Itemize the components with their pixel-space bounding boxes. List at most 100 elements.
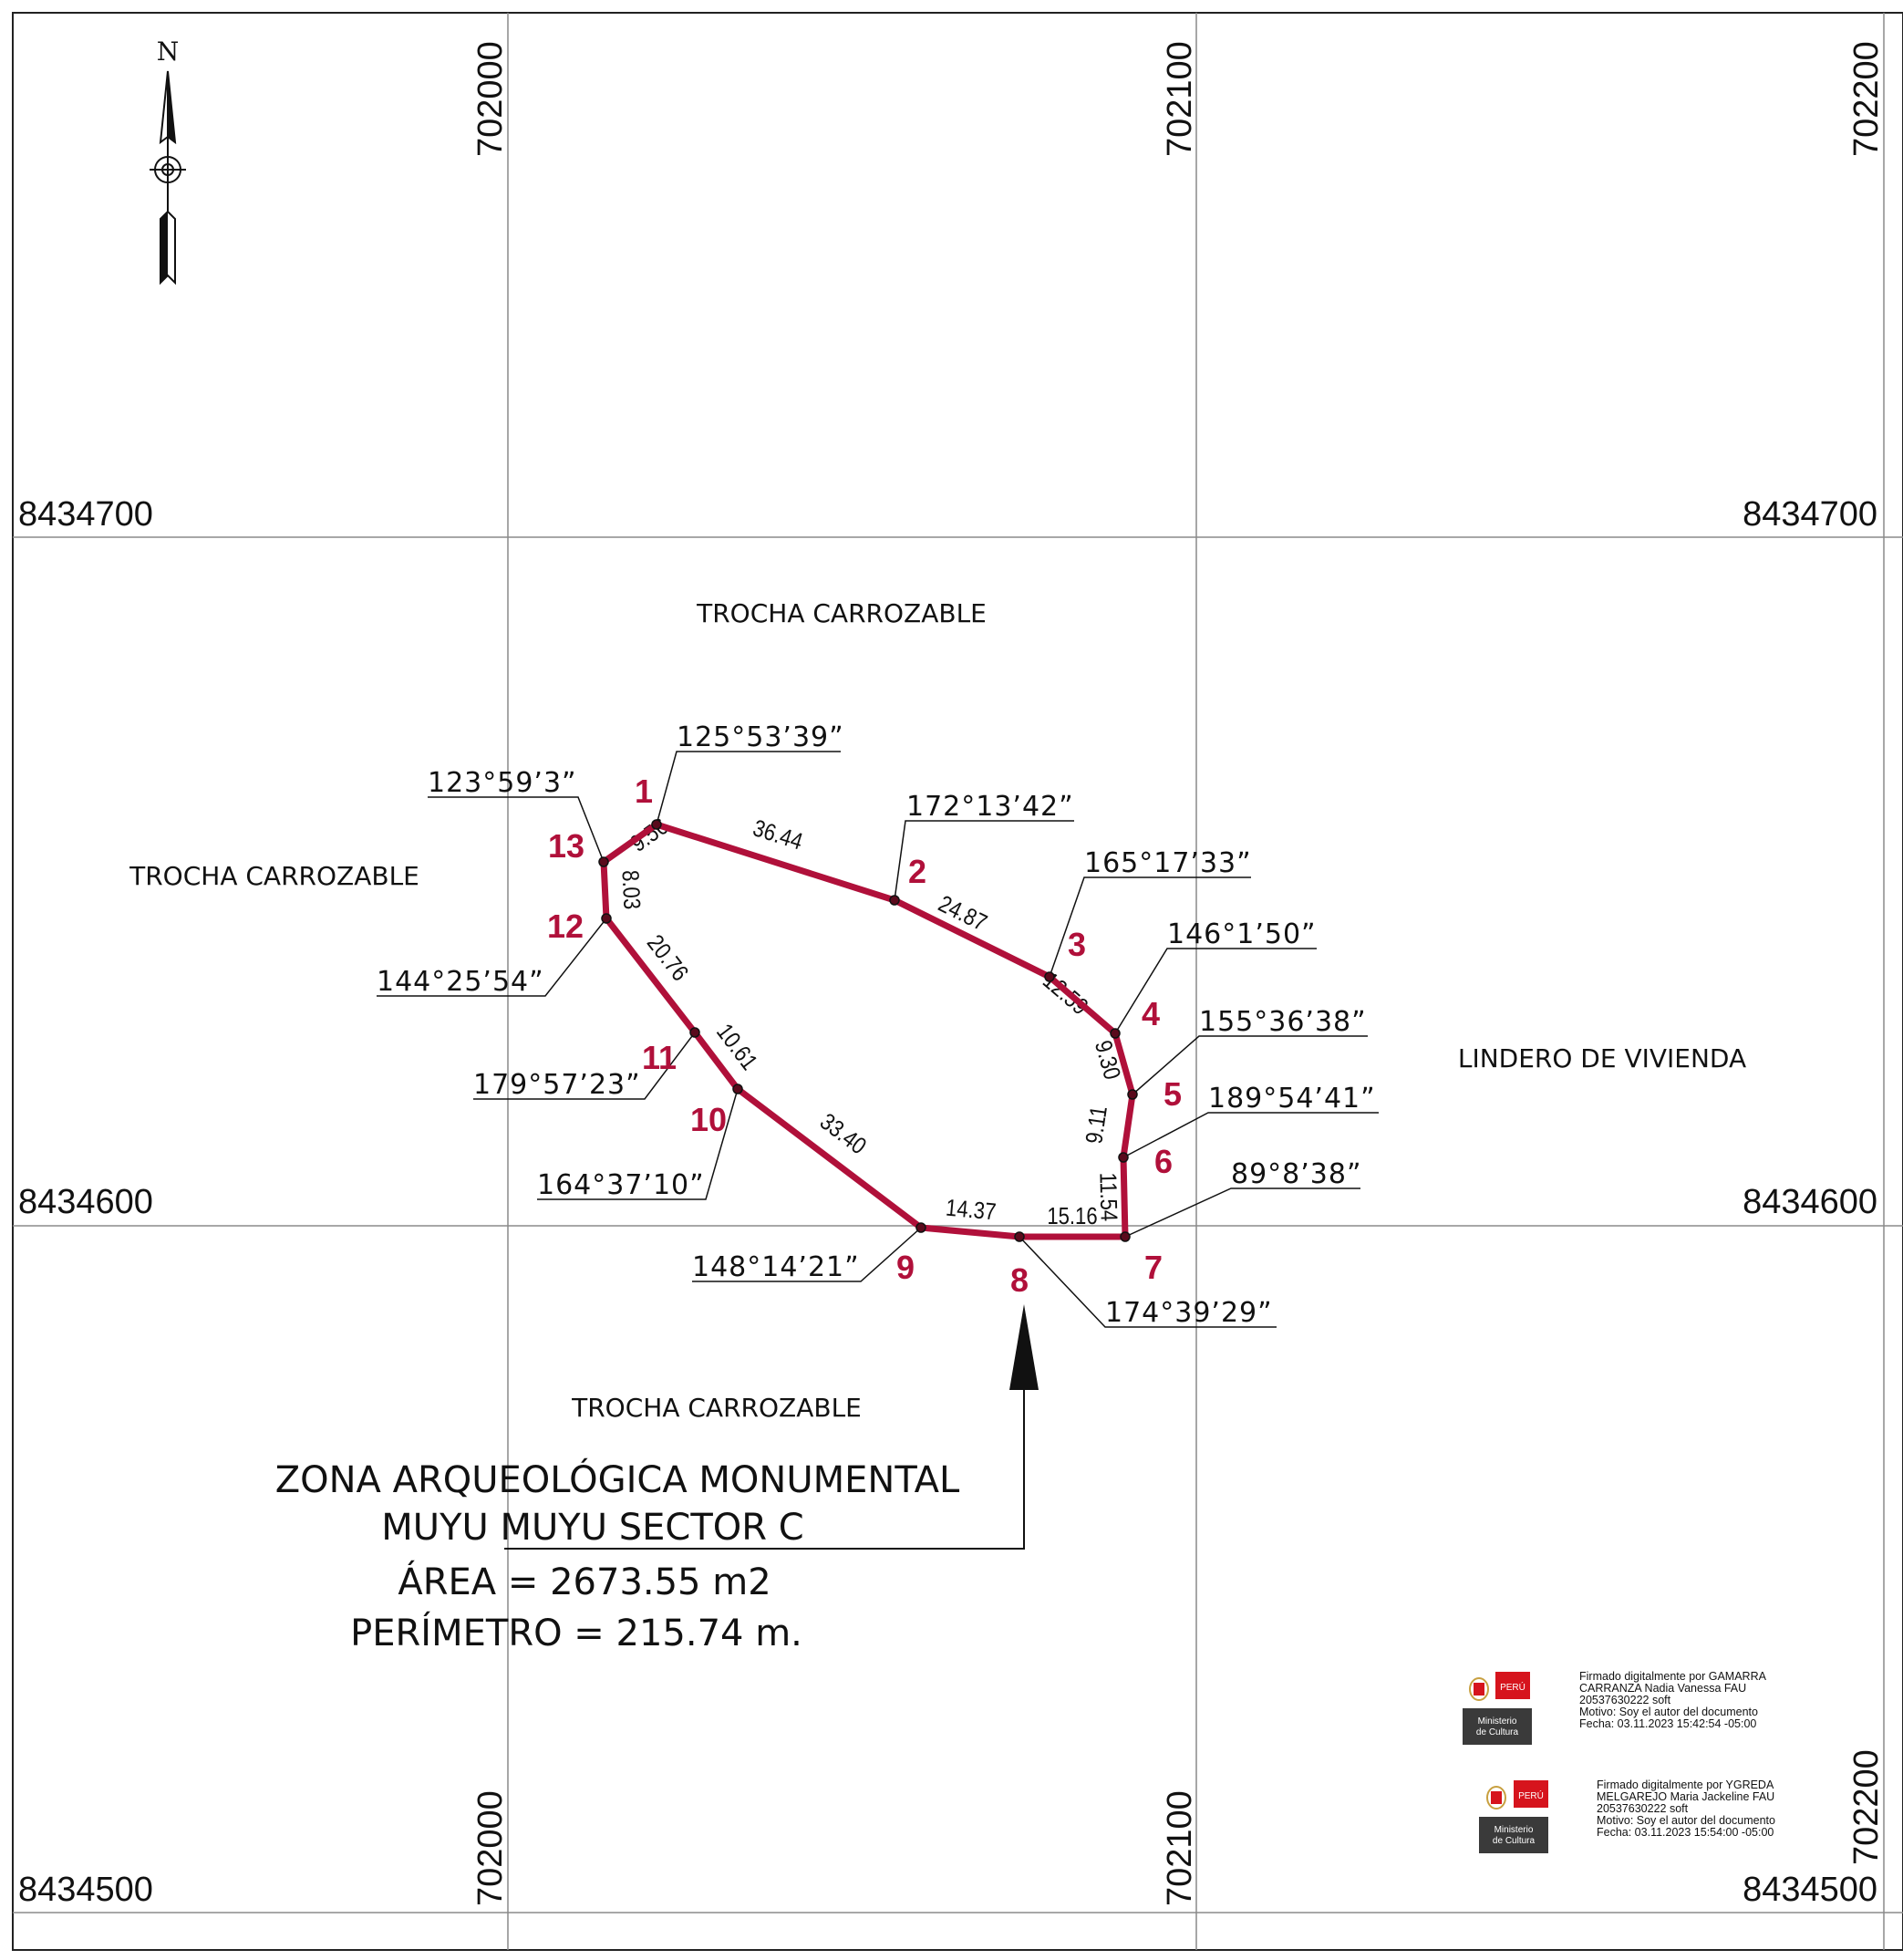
site-boundary (600, 821, 1136, 1240)
sig2-line1: Firmado digitalmente por YGREDA (1597, 1779, 1774, 1791)
vertex-marker-5 (1127, 1089, 1138, 1100)
sig2-line3: 20537630222 soft (1597, 1802, 1689, 1815)
map-frame (12, 12, 1903, 1951)
logo-ministry-1b: de Cultura (1476, 1727, 1519, 1737)
angle-leader-5 (1132, 1035, 1368, 1095)
peru-coat-of-arms-icon (1469, 1677, 1489, 1701)
logo-country-1: PERÚ (1500, 1681, 1526, 1693)
site-perimeter: PERÍMETRO = 215.74 m. (350, 1611, 802, 1654)
ministry-logo-box (1463, 1708, 1532, 1745)
segment-length-5-6: 9.11 (1081, 1104, 1113, 1146)
vertex-number-8: 8 (1010, 1261, 1029, 1299)
coordinate-grid (13, 13, 1903, 1950)
easting-bottom-702000: 702000 (471, 1790, 510, 1906)
vertex-marker-11 (689, 1027, 700, 1038)
segment-length-1-2: 36.44 (750, 815, 805, 856)
vertex-marker-13 (598, 856, 609, 867)
vertex-angle-6: 189°54’41” (1208, 1083, 1376, 1115)
vertex-angle-4: 146°1’50” (1167, 918, 1317, 950)
angle-leader-8 (1019, 1236, 1277, 1328)
vertex-number-7: 7 (1144, 1249, 1163, 1286)
vertex-number-10: 10 (690, 1101, 727, 1138)
area-label-left: TROCHA CARROZABLE (129, 861, 419, 891)
north-letter: N (157, 36, 180, 67)
sig2-line4: Motivo: Soy el autor del documento (1597, 1814, 1775, 1827)
angle-leader-7 (1124, 1187, 1360, 1238)
angle-leader-1 (656, 751, 841, 825)
angle-leader-6 (1122, 1112, 1379, 1158)
vertex-angle-8: 174°39’29” (1105, 1297, 1273, 1329)
segment-length-12-13: 8.03 (616, 869, 645, 909)
vertex-angle-2: 172°13’42” (906, 791, 1074, 823)
northing-left-8434700: 8434700 (18, 495, 153, 534)
angle-leader-2 (894, 820, 1074, 901)
site-title-line2: MUYU MUYU SECTOR C (381, 1507, 803, 1549)
northing-left-8434500: 8434500 (18, 1871, 153, 1909)
vertex-number-11: 11 (642, 1039, 677, 1076)
vertex-marker-1 (651, 819, 662, 830)
northing-right-8434500: 8434500 (1743, 1871, 1877, 1909)
vertex-marker-9 (915, 1222, 926, 1233)
vertex-number-4: 4 (1142, 995, 1160, 1032)
sig1-line1: Firmado digitalmente por GAMARRA (1579, 1670, 1767, 1683)
logo-ministry-1a: Ministerio (1478, 1716, 1517, 1727)
vertex-marker-2 (889, 895, 900, 906)
angle-leader-13 (428, 796, 605, 863)
easting-top-702100: 702100 (1161, 41, 1199, 157)
angle-leader-10 (537, 1088, 739, 1200)
vertex-marker-4 (1110, 1028, 1121, 1039)
sig1-line2: CARRANZA Nadia Vanessa FAU (1579, 1682, 1746, 1695)
vertex-number-5: 5 (1164, 1075, 1182, 1113)
angle-leaders: 125°53’39” 172°13’42” 165°17’33” 146°1’50” 1… (377, 721, 1379, 1329)
peru-logo-box (1514, 1780, 1548, 1808)
logo-ministry-2a: Ministerio (1494, 1825, 1534, 1835)
site-title-line1: ZONA ARQUEOLÓGICA MONUMENTAL (275, 1457, 960, 1501)
northing-left-8434600: 8434600 (18, 1183, 153, 1221)
segment-length-8-9: 14.37 (945, 1195, 998, 1226)
area-label-bottom: TROCHA CARROZABLE (571, 1393, 862, 1423)
segment-length-6-7: 11.54 (1094, 1172, 1122, 1221)
vertex-marker-7 (1120, 1231, 1131, 1242)
vertex-angle-12: 144°25’54” (377, 966, 544, 998)
logo-ministry-2b: de Cultura (1493, 1836, 1536, 1846)
vertex-angle-3: 165°17’33” (1084, 847, 1252, 879)
northing-right-8434600: 8434600 (1743, 1183, 1877, 1221)
sig2-line2: MELGAREJO Maria Jackeline FAU (1597, 1790, 1774, 1803)
vertex-angle-9: 148°14’21” (692, 1251, 860, 1283)
vertex-marker-6 (1118, 1152, 1129, 1163)
angle-leader-4 (1114, 948, 1317, 1034)
easting-bottom-702100: 702100 (1161, 1790, 1199, 1906)
easting-top-702200: 702200 (1847, 41, 1886, 157)
peru-coat-of-arms-icon (1486, 1786, 1506, 1810)
segment-length-13-1: 9.56 (626, 814, 673, 858)
sig1-line5: Fecha: 03.11.2023 15:42:54 -05:00 (1579, 1717, 1756, 1730)
north-arrow-icon: N (150, 36, 186, 285)
site-pointer-arrow (504, 1304, 1039, 1550)
vertex-number-9: 9 (896, 1249, 915, 1286)
angle-leader-9 (692, 1227, 922, 1282)
vertex-marker-8 (1014, 1231, 1025, 1242)
sig2-line5: Fecha: 03.11.2023 15:54:00 -05:00 (1597, 1826, 1774, 1839)
angle-leader-3 (1049, 876, 1251, 978)
sig1-line4: Motivo: Soy el autor del documento (1579, 1706, 1758, 1718)
peru-logo-box (1495, 1672, 1530, 1699)
vertex-angle-7: 89°8’38” (1231, 1158, 1362, 1190)
vertex-number-1: 1 (635, 773, 653, 810)
logo-country-2: PERÚ (1518, 1789, 1544, 1801)
digital-signature-1: PERÚ Ministerio de Cultura Firmado digit… (1463, 1668, 1767, 1745)
vertex-angle-5: 155°36’38” (1199, 1006, 1367, 1038)
vertex-angle-13: 123°59’3” (428, 767, 577, 799)
northing-right-8434700: 8434700 (1743, 495, 1877, 534)
vertex-angle-11: 179°57’23” (473, 1069, 641, 1101)
vertex-number-3: 3 (1068, 926, 1086, 963)
segment-length-7-8: 15.16 (1047, 1203, 1097, 1229)
digital-signature-2: PERÚ Ministerio de Cultura Firmado digit… (1479, 1779, 1775, 1853)
vertex-number-13: 13 (548, 827, 584, 865)
site-area: ÁREA = 2673.55 m2 (398, 1560, 771, 1603)
angle-leader-12 (377, 918, 607, 997)
vertex-number-6: 6 (1154, 1143, 1173, 1180)
easting-bottom-702200: 702200 (1847, 1749, 1886, 1865)
segment-length-labels: 36.4424.8712.599.309.1111.5415.1614.3733… (616, 814, 1125, 1230)
